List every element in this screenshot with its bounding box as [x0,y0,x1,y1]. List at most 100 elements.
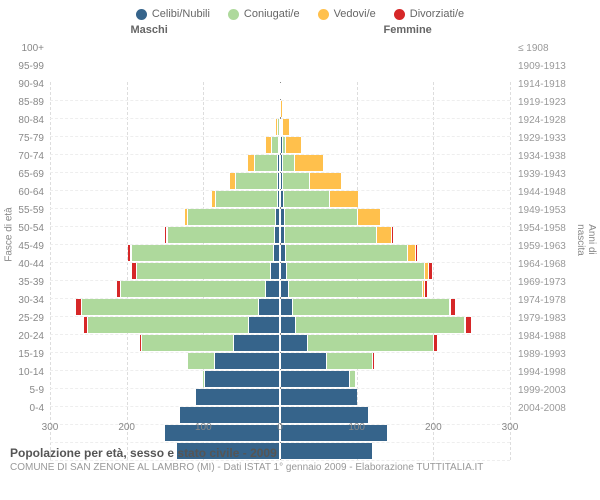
pyramid-row [50,244,510,262]
bar-male-c [259,299,280,315]
age-label: 15-19 [0,349,44,360]
bar-female-m [307,335,434,351]
age-label: 75-79 [0,133,44,144]
bar-female-w [329,191,358,207]
legend-label: Divorziati/e [410,8,464,20]
age-label: 95-99 [0,61,44,72]
bar-female-d [372,353,374,369]
age-label: 40-44 [0,259,44,270]
bar-female-w [294,155,323,171]
bar-female-d [465,317,471,333]
bar-female-w [280,101,282,117]
birth-year-label: 1954-1958 [518,223,566,234]
birth-year-label: ≤ 1908 [518,43,549,54]
birth-year-label: 1949-1953 [518,205,566,216]
pyramid-row [50,154,510,172]
legend-item: Coniugati/e [228,8,300,20]
bar-male-c [215,353,280,369]
age-label: 5-9 [0,385,44,396]
legend-swatch [318,9,329,20]
birth-year-label: 1934-1938 [518,151,566,162]
legend-item: Divorziati/e [394,8,464,20]
gridline-vertical [510,82,511,460]
bar-male-d [76,299,82,315]
bar-male-m [137,263,271,279]
bar-male-d [128,245,131,261]
bar-female-c [280,335,307,351]
birth-year-label: 1924-1928 [518,115,566,126]
bar-male-c [271,263,280,279]
bar-male-m [82,299,258,315]
birth-year-label: 1959-1963 [518,241,566,252]
pyramid-row [50,208,510,226]
legend-label: Vedovi/e [334,8,376,20]
birth-year-label: 1969-1973 [518,277,566,288]
age-label: 55-59 [0,205,44,216]
bar-male-c [249,317,280,333]
age-label: 35-39 [0,277,44,288]
bar-male-d [84,317,89,333]
bar-female-m [295,317,464,333]
bar-female-c [280,407,368,423]
plot-area [50,82,510,460]
bar-male-m [255,155,278,171]
bar-male-m [88,317,249,333]
x-tick-label: 300 [502,422,519,433]
pyramid-row [50,262,510,280]
x-tick-label: 200 [118,422,135,433]
bar-male-m [132,245,274,261]
pyramid-row [50,190,510,208]
y-axis-title-right: Anni di nascita [575,224,597,256]
bar-female-c [280,371,349,387]
bar-male-m [168,227,275,243]
gridline-horizontal [50,460,510,461]
legend-label: Coniugati/e [244,8,300,20]
bar-male-m [188,209,276,225]
pyramid-row [50,82,510,100]
bar-male-w [276,119,278,135]
age-label: 80-84 [0,115,44,126]
bar-male-w [266,137,271,153]
bar-female-d [433,335,437,351]
bar-female-m [288,281,422,297]
bar-female-d [428,263,432,279]
bar-female-m [292,299,449,315]
birth-year-label: 1919-1923 [518,97,566,108]
legend-item: Vedovi/e [318,8,376,20]
x-tick-label: 200 [425,422,442,433]
x-tick-label: 0 [277,422,283,433]
bar-female-w [282,119,290,135]
birth-year-label: 1939-1943 [518,169,566,180]
birth-year-label: 1909-1913 [518,61,566,72]
bar-female-c [280,425,387,441]
bar-female-d [450,299,455,315]
pyramid-row [50,316,510,334]
chart-subtitle: COMUNE DI SAN ZENONE AL LAMBRO (MI) - Da… [10,462,483,473]
bar-male-d [140,335,142,351]
bar-male-m [272,137,280,153]
age-label: 25-29 [0,313,44,324]
age-label: 50-54 [0,223,44,234]
pyramid-row [50,172,510,190]
bar-male-w [230,173,236,189]
legend: Celibi/NubiliConiugati/eVedovi/eDivorzia… [0,0,600,24]
bar-female-d [415,245,417,261]
bar-female-m [284,209,357,225]
birth-year-label: 1989-1993 [518,349,566,360]
bar-male-c [234,335,280,351]
bar-female-m [286,263,424,279]
birth-year-label: 1964-1968 [518,259,566,270]
bar-female-m [326,353,372,369]
bar-female-m [349,371,355,387]
age-label: 85-89 [0,97,44,108]
bar-female-d [424,281,427,297]
legend-swatch [394,9,405,20]
bar-male-c [196,389,280,405]
bar-female-m [282,155,294,171]
birth-year-label: 1984-1988 [518,331,566,342]
age-label: 30-34 [0,295,44,306]
age-label: 70-74 [0,151,44,162]
bar-female-w [357,209,380,225]
x-tick-label: 300 [42,422,59,433]
bar-male-m [216,191,277,207]
